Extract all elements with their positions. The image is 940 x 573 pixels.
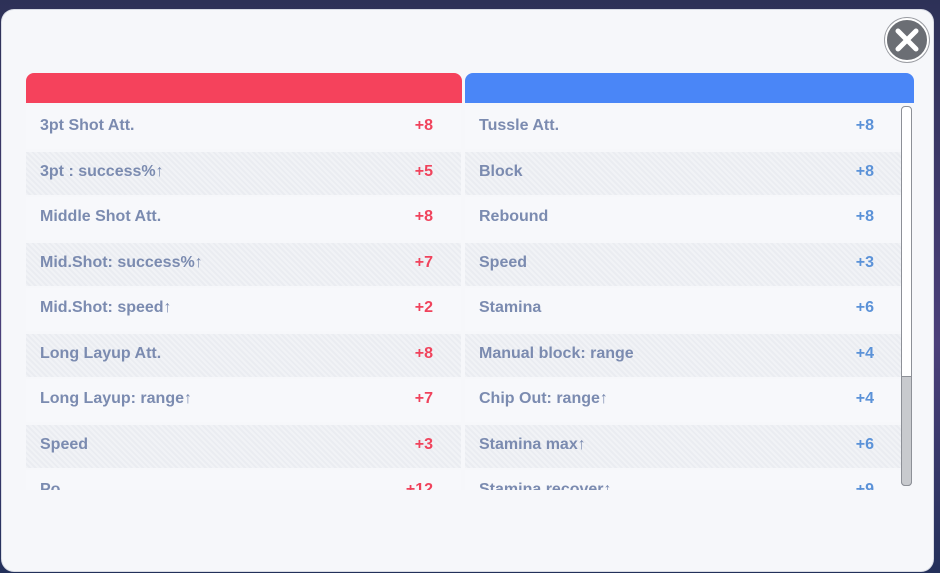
left-stat-cell: 3pt Shot Att. +8 xyxy=(26,106,461,149)
left-stat-name: Speed xyxy=(40,436,89,453)
stats-row: 3pt : success%↑ +5 Block +8 xyxy=(26,152,902,195)
right-stat-cell: Stamina recover↑ +9 xyxy=(465,470,902,490)
left-stat-value: +3 xyxy=(414,436,433,453)
right-stat-name: Stamina max↑ xyxy=(479,436,586,453)
left-stat-name: Po... xyxy=(40,481,74,490)
left-stat-name: Mid.Shot: success%↑ xyxy=(40,254,203,271)
right-stat-cell: Rebound +8 xyxy=(465,197,902,240)
right-stat-value: +6 xyxy=(855,299,874,316)
left-stat-name: 3pt : success%↑ xyxy=(40,163,164,180)
right-stat-value: +8 xyxy=(855,208,874,225)
right-stat-cell: Manual block: range +4 xyxy=(465,334,902,377)
right-stat-cell: Stamina max↑ +6 xyxy=(465,425,902,468)
right-stat-cell: Tussle Att. +8 xyxy=(465,106,902,149)
right-stat-name: Rebound xyxy=(479,208,549,225)
stats-row: 3pt Shot Att. +8 Tussle Att. +8 xyxy=(26,106,902,149)
left-stat-value: +8 xyxy=(414,208,433,225)
stats-list[interactable]: 3pt Shot Att. +8 Tussle Att. +8 3pt : su… xyxy=(26,106,902,490)
left-stat-name: Middle Shot Att. xyxy=(40,208,162,225)
left-stat-cell: Mid.Shot: success%↑ +7 xyxy=(26,243,461,286)
right-stat-name: Block xyxy=(479,163,523,180)
left-stat-value: +8 xyxy=(414,345,433,362)
left-stat-cell: Mid.Shot: speed↑ +2 xyxy=(26,288,461,331)
stats-row: Long Layup Att. +8 Manual block: range +… xyxy=(26,334,902,377)
right-stat-value: +3 xyxy=(855,254,874,271)
left-stat-value: +12 xyxy=(405,481,433,490)
left-stat-cell: Po... +12 xyxy=(26,470,461,490)
right-stat-name: Manual block: range xyxy=(479,345,634,362)
left-stat-value: +2 xyxy=(414,299,433,316)
stats-row: Middle Shot Att. +8 Rebound +8 xyxy=(26,197,902,240)
right-stat-cell: Chip Out: range↑ +4 xyxy=(465,379,902,422)
right-stat-value: +9 xyxy=(855,481,874,490)
stats-dialog: 3pt Shot Att. +8 Tussle Att. +8 3pt : su… xyxy=(2,10,933,571)
right-stat-value: +6 xyxy=(855,436,874,453)
stats-row: Long Layup: range↑ +7 Chip Out: range↑ +… xyxy=(26,379,902,422)
left-stat-value: +7 xyxy=(414,254,433,271)
right-stat-name: Stamina recover↑ xyxy=(479,481,612,490)
left-stat-name: Long Layup Att. xyxy=(40,345,162,362)
left-stat-cell: 3pt : success%↑ +5 xyxy=(26,152,461,195)
right-stat-name: Stamina xyxy=(479,299,542,316)
left-stat-value: +5 xyxy=(414,163,433,180)
right-stat-value: +4 xyxy=(855,390,874,407)
stats-row: Mid.Shot: speed↑ +2 Stamina +6 xyxy=(26,288,902,331)
left-stat-name: Mid.Shot: speed↑ xyxy=(40,299,172,316)
close-button[interactable] xyxy=(885,18,929,62)
left-stat-name: 3pt Shot Att. xyxy=(40,117,135,134)
right-stat-value: +4 xyxy=(855,345,874,362)
left-stat-name: Long Layup: range↑ xyxy=(40,390,192,407)
stats-row: Speed +3 Stamina max↑ +6 xyxy=(26,425,902,468)
right-stat-value: +8 xyxy=(855,117,874,134)
left-stat-cell: Long Layup: range↑ +7 xyxy=(26,379,461,422)
stats-row: Mid.Shot: success%↑ +7 Speed +3 xyxy=(26,243,902,286)
right-stat-cell: Stamina +6 xyxy=(465,288,902,331)
left-stat-value: +7 xyxy=(414,390,433,407)
right-stat-name: Tussle Att. xyxy=(479,117,560,134)
right-stat-name: Speed xyxy=(479,254,528,271)
red-column-header xyxy=(26,73,462,103)
left-stat-cell: Long Layup Att. +8 xyxy=(26,334,461,377)
right-stat-cell: Block +8 xyxy=(465,152,902,195)
right-stat-name: Chip Out: range↑ xyxy=(479,390,608,407)
close-icon xyxy=(895,28,919,52)
left-stat-value: +8 xyxy=(414,117,433,134)
stats-row: Po... +12 Stamina recover↑ +9 xyxy=(26,470,902,490)
right-stat-cell: Speed +3 xyxy=(465,243,902,286)
left-stat-cell: Middle Shot Att. +8 xyxy=(26,197,461,240)
left-stat-cell: Speed +3 xyxy=(26,425,461,468)
scrollbar-thumb[interactable] xyxy=(901,376,912,486)
blue-column-header xyxy=(465,73,914,103)
right-stat-value: +8 xyxy=(855,163,874,180)
